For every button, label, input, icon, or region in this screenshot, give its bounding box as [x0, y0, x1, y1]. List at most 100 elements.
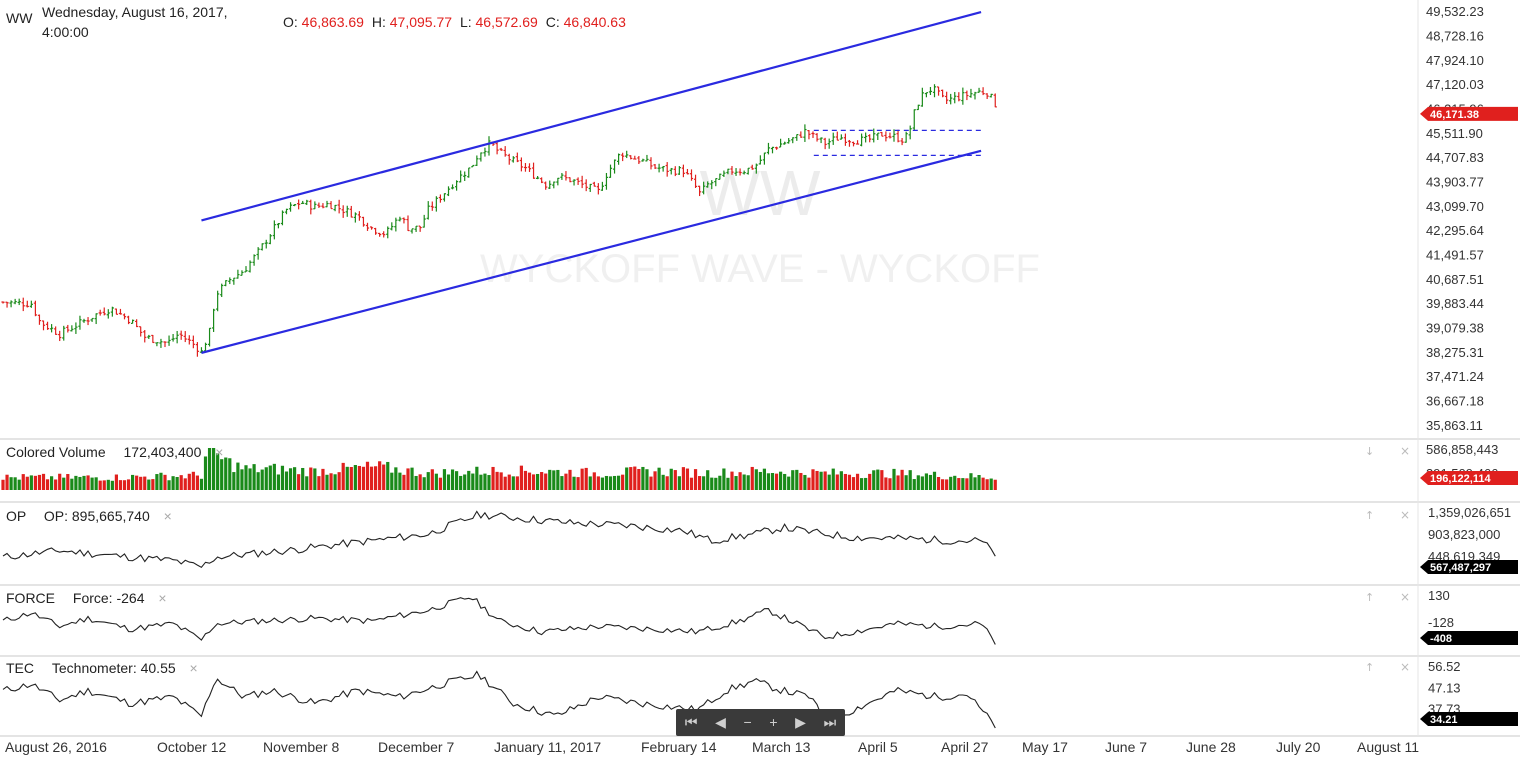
ohlc-bar: [114, 308, 118, 315]
volume-bar: [710, 477, 714, 490]
watermark-symbol: WW: [700, 157, 821, 229]
volume-bar: [467, 470, 471, 490]
volume-bar: [333, 474, 337, 490]
volume-bar: [163, 474, 167, 490]
ohlc-bar: [102, 307, 106, 316]
force-badge-text: -408: [1430, 633, 1452, 645]
volume-bar: [414, 475, 418, 490]
x-tick-label: December 7: [378, 739, 454, 755]
volume-bar: [446, 474, 451, 490]
volume-bar: [726, 477, 730, 490]
x-tick-label: July 20: [1276, 739, 1321, 755]
ohlc-bar: [681, 164, 685, 178]
volume-bar: [649, 476, 653, 490]
ohlc-bar: [463, 171, 467, 181]
volume-bar: [973, 477, 977, 490]
volume-bar: [936, 476, 941, 490]
volume-bar: [625, 467, 629, 490]
zoom-in-icon[interactable]: +: [769, 714, 778, 730]
ohlc-bar: [179, 330, 183, 340]
high-value: 47,095.77: [389, 14, 453, 30]
ohlc-bar: [924, 92, 928, 98]
volume-bar: [248, 468, 252, 490]
volume-bar: [560, 476, 564, 490]
volume-bar: [681, 467, 685, 490]
open-label: O:: [283, 14, 298, 30]
panel-close-icon: ×: [1400, 660, 1410, 674]
volume-bar: [455, 471, 459, 490]
volume-bar: [264, 467, 268, 490]
volume-panel-value: 172,403,400: [123, 444, 202, 460]
panel-close-icon: ×: [1400, 444, 1410, 458]
ohlc-bar: [260, 243, 264, 251]
ohlc-bar: [394, 217, 398, 232]
close-icon[interactable]: ×: [215, 444, 224, 460]
volume-bar: [21, 474, 25, 490]
ohlc-bar: [288, 202, 293, 212]
volume-bar: [795, 469, 799, 490]
ohlc-bar: [706, 181, 710, 188]
volume-bar: [41, 473, 46, 490]
volume-bar: [633, 466, 637, 490]
scroll-right-icon[interactable]: ▶: [795, 714, 806, 730]
volume-bar: [191, 471, 195, 490]
volume-bar: [187, 473, 191, 490]
volume-bar: [199, 478, 204, 490]
ohlc-bar: [276, 222, 280, 229]
tec-panel-value: Technometer: 40.55: [51, 660, 176, 676]
volume-bar: [450, 469, 455, 490]
op-tick-label: 1,359,026,651: [1428, 505, 1511, 520]
force-panel-name: FORCE: [6, 590, 55, 606]
ohlc-bar: [272, 220, 276, 240]
ohlc-bar: [572, 179, 576, 186]
volume-bar: [471, 473, 475, 490]
ohlc-bar: [965, 90, 969, 101]
volume-bar: [576, 477, 580, 490]
volume-badge-shape: [1420, 471, 1518, 485]
volume-bar: [131, 474, 135, 490]
close-icon[interactable]: ×: [158, 590, 167, 606]
volume-bar: [851, 477, 856, 490]
volume-bar: [774, 473, 779, 490]
volume-bar: [588, 476, 592, 490]
volume-bar: [608, 476, 613, 490]
volume-bar: [855, 473, 860, 490]
zoom-out-icon[interactable]: −: [743, 714, 752, 730]
ohlc-bar: [702, 181, 706, 195]
chart-header: WW Wednesday, August 16, 2017, 4:00:00 O…: [0, 0, 700, 45]
ohlc-bar: [831, 132, 835, 145]
first-page-icon[interactable]: ⏮: [684, 714, 698, 730]
last-page-icon[interactable]: ⏭: [823, 714, 837, 730]
ohlc-bar: [774, 146, 779, 150]
ohlc-bar: [29, 300, 33, 308]
close-icon[interactable]: ×: [163, 508, 172, 524]
volume-bar: [503, 476, 507, 490]
ohlc-bar: [665, 162, 669, 177]
close-icon[interactable]: ×: [189, 660, 198, 676]
volume-bar: [791, 470, 795, 490]
volume-bar: [924, 473, 928, 490]
ohlc-bar: [143, 329, 147, 343]
volume-bar: [256, 472, 260, 490]
scroll-left-icon[interactable]: ◀: [715, 714, 726, 730]
ohlc-bar: [325, 200, 329, 208]
panel-arrow-icon: ↑: [1365, 509, 1374, 522]
ohlc-bar: [163, 341, 167, 348]
volume-bar: [596, 476, 600, 490]
ohlc-bar: [860, 133, 864, 147]
volume-bar: [787, 476, 791, 490]
ohlc-bar: [823, 137, 827, 150]
ohlc-bar: [629, 155, 633, 160]
volume-bar: [374, 466, 378, 490]
ohlc-bar: [151, 334, 155, 344]
volume-bar: [580, 468, 584, 490]
volume-bar: [232, 472, 236, 490]
volume-bar: [216, 453, 220, 490]
ohlc-bar: [851, 141, 856, 147]
volume-bar: [572, 476, 576, 490]
ohlc-bar: [284, 208, 289, 215]
ohlc-bar: [17, 298, 21, 306]
volume-bar: [62, 477, 66, 490]
